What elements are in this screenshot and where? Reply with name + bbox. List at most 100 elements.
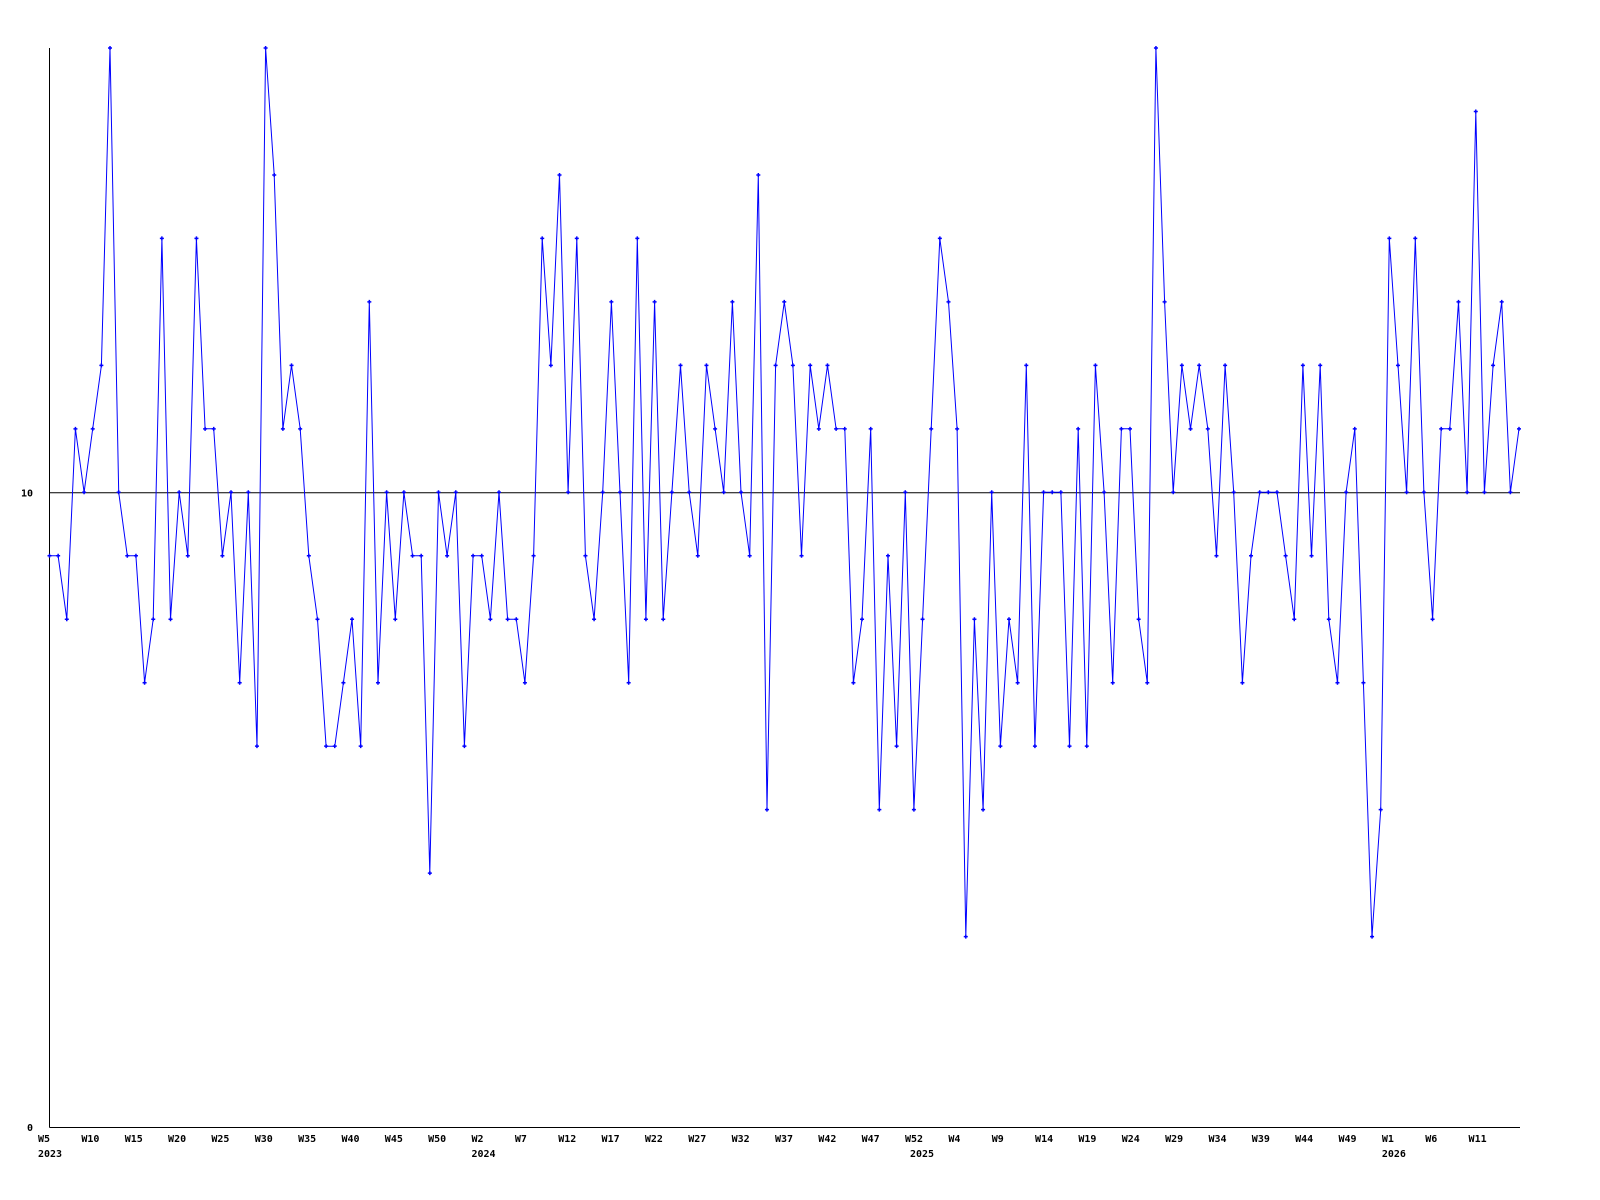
- data-point: [1482, 490, 1487, 495]
- data-point: [1300, 363, 1305, 368]
- data-point: [626, 680, 631, 685]
- data-point: [583, 553, 588, 558]
- x-tick-label: W49: [1339, 1134, 1357, 1145]
- x-tick-label: W24: [1122, 1134, 1140, 1145]
- data-point: [548, 363, 553, 368]
- data-point: [1413, 236, 1418, 241]
- data-point: [220, 553, 225, 558]
- data-point: [194, 236, 199, 241]
- data-point: [1283, 553, 1288, 558]
- x-tick-label: W2: [472, 1134, 484, 1145]
- x-tick-label: W39: [1252, 1134, 1270, 1145]
- x-tick-label: W19: [1078, 1134, 1096, 1145]
- x-tick-label: W30: [255, 1134, 273, 1145]
- data-point: [903, 490, 908, 495]
- data-point: [834, 426, 839, 431]
- data-point: [1491, 363, 1496, 368]
- data-point: [635, 236, 640, 241]
- data-point: [929, 426, 934, 431]
- data-point: [531, 553, 536, 558]
- data-point: [1361, 680, 1366, 685]
- data-point: [514, 617, 519, 622]
- data-point: [1197, 363, 1202, 368]
- data-point: [471, 553, 476, 558]
- data-point: [263, 46, 268, 50]
- data-point: [1326, 617, 1331, 622]
- x-tick-label: W42: [818, 1134, 836, 1145]
- data-point: [1179, 363, 1184, 368]
- data-point: [1145, 680, 1150, 685]
- data-point: [652, 299, 657, 304]
- x-tick-label: W34: [1208, 1134, 1226, 1145]
- data-point: [453, 490, 458, 495]
- data-point: [1344, 490, 1349, 495]
- data-point: [790, 363, 795, 368]
- data-point: [358, 744, 363, 749]
- data-point: [47, 553, 52, 558]
- data-point: [946, 299, 951, 304]
- data-point: [773, 363, 778, 368]
- x-tick-label: W22: [645, 1134, 663, 1145]
- data-point: [1266, 490, 1271, 495]
- x-tick-label: W1: [1382, 1134, 1394, 1145]
- data-point: [133, 553, 138, 558]
- data-point: [82, 490, 87, 495]
- data-point: [324, 744, 329, 749]
- data-point: [159, 236, 164, 241]
- data-point: [108, 46, 113, 50]
- data-point: [808, 363, 813, 368]
- data-point: [1015, 680, 1020, 685]
- data-point: [998, 744, 1003, 749]
- data-point: [825, 363, 830, 368]
- data-point: [1214, 553, 1219, 558]
- x-tick-label: W15: [125, 1134, 143, 1145]
- data-point: [1058, 490, 1063, 495]
- x-tick-label: W32: [732, 1134, 750, 1145]
- data-point: [254, 744, 259, 749]
- data-point: [1093, 363, 1098, 368]
- data-point: [981, 807, 986, 812]
- x-tick-label: W20: [168, 1134, 186, 1145]
- axes: [49, 48, 1520, 1128]
- data-point: [298, 426, 303, 431]
- data-point: [151, 617, 156, 622]
- data-point: [574, 236, 579, 241]
- data-point: [332, 744, 337, 749]
- data-point: [1188, 426, 1193, 431]
- data-point: [937, 236, 942, 241]
- data-point: [505, 617, 510, 622]
- data-point: [955, 426, 960, 431]
- data-point: [920, 617, 925, 622]
- data-point: [1387, 236, 1392, 241]
- year-label: 2026: [1382, 1149, 1406, 1160]
- data-point: [1404, 490, 1409, 495]
- data-point: [185, 553, 190, 558]
- data-point: [885, 553, 890, 558]
- x-tick-label: W50: [428, 1134, 446, 1145]
- x-tick-label: W11: [1469, 1134, 1487, 1145]
- data-point: [1024, 363, 1029, 368]
- x-tick-label: W14: [1035, 1134, 1053, 1145]
- data-point: [782, 299, 787, 304]
- data-point: [713, 426, 718, 431]
- data-point: [540, 236, 545, 241]
- data-point: [1041, 490, 1046, 495]
- data-point: [730, 299, 735, 304]
- data-point: [1128, 426, 1133, 431]
- data-point: [1067, 744, 1072, 749]
- data-point: [963, 934, 968, 939]
- data-point: [678, 363, 683, 368]
- data-point: [168, 617, 173, 622]
- y-tick-labels: 0 10: [21, 488, 33, 1134]
- data-point: [704, 363, 709, 368]
- data-point: [1335, 680, 1340, 685]
- data-point: [764, 807, 769, 812]
- x-tick-label: W44: [1295, 1134, 1313, 1145]
- data-point: [522, 680, 527, 685]
- year-label: 2024: [472, 1149, 496, 1160]
- data-point: [747, 553, 752, 558]
- y-tick-label: 0: [27, 1123, 33, 1134]
- data-point: [1309, 553, 1314, 558]
- data-point: [1153, 46, 1158, 50]
- data-point: [289, 363, 294, 368]
